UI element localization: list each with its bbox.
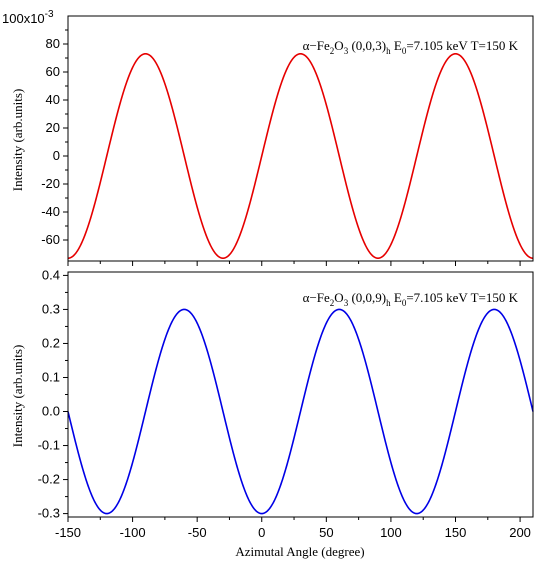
top-scale-base: 100x10 [2, 11, 45, 26]
top-y-tick-label: 20 [46, 120, 60, 135]
top-annotation: α−Fe2O3 (0,0,3)h E0=7.105 keV T=150 K [303, 38, 519, 56]
top-y-tick-label: 0 [53, 148, 60, 163]
bottom-y-tick-label: 0.3 [42, 301, 60, 316]
bottom-y-tick-label: 0.1 [42, 369, 60, 384]
bottom-x-tick-label: -100 [120, 525, 146, 540]
bottom-x-tick-label: -150 [55, 525, 81, 540]
bottom-y-tick-label: 0.4 [42, 267, 60, 282]
top-scale-exponent: -3 [45, 9, 54, 20]
bottom-x-tick-label: 100 [380, 525, 402, 540]
top-scale-label: 100x10-3 [2, 9, 54, 26]
bottom-x-tick-label: 50 [319, 525, 333, 540]
bottom-y-tick-label: -0.3 [38, 506, 60, 521]
bottom-x-axis-title: Azimutal Angle (degree) [235, 544, 364, 559]
top-y-tick-label: 60 [46, 64, 60, 79]
top-plot-frame [67, 15, 534, 262]
bottom-y-tick-label: 0.0 [42, 404, 60, 419]
top-y-tick-label: -40 [41, 204, 60, 219]
top-x-axis-ticks [67, 261, 521, 266]
bottom-x-tick-label: 0 [258, 525, 265, 540]
bottom-x-tick-label: 150 [445, 525, 467, 540]
bottom-x-tick-label: 200 [509, 525, 531, 540]
bottom-x-axis: -150 -100 -50 0 50 100 150 200 [55, 517, 531, 540]
top-y-tick-label: -20 [41, 176, 60, 191]
bottom-x-tick-label: -50 [188, 525, 207, 540]
top-panel: -60 -40 -20 0 20 40 60 80 100x10-3 Intensity (a… [2, 9, 534, 266]
bottom-series-line [67, 308, 534, 515]
bottom-panel: -0.3 -0.2 -0.1 0.0 0.1 0.2 0.3 0.4 -150 -100 -50 0… [10, 267, 534, 559]
top-series-line [67, 52, 534, 260]
bottom-annotation: α−Fe2O3 (0,0,9)h E0=7.105 keV T=150 K [303, 290, 519, 308]
bottom-y-tick-label: -0.1 [38, 438, 60, 453]
top-y-axis: -60 -40 -20 0 20 40 60 80 [41, 29, 68, 247]
bottom-y-axis: -0.3 -0.2 -0.1 0.0 0.1 0.2 0.3 0.4 [38, 267, 68, 521]
top-y-tick-label: 40 [46, 92, 60, 107]
top-y-axis-title: Intensity (arb.units) [10, 89, 25, 192]
top-y-tick-label: 80 [46, 36, 60, 51]
bottom-y-tick-label: 0.2 [42, 335, 60, 350]
bottom-y-axis-title: Intensity (arb.units) [10, 345, 25, 448]
bottom-plot-frame [67, 271, 534, 518]
top-y-tick-label: -60 [41, 232, 60, 247]
bottom-y-tick-label: -0.2 [38, 472, 60, 487]
